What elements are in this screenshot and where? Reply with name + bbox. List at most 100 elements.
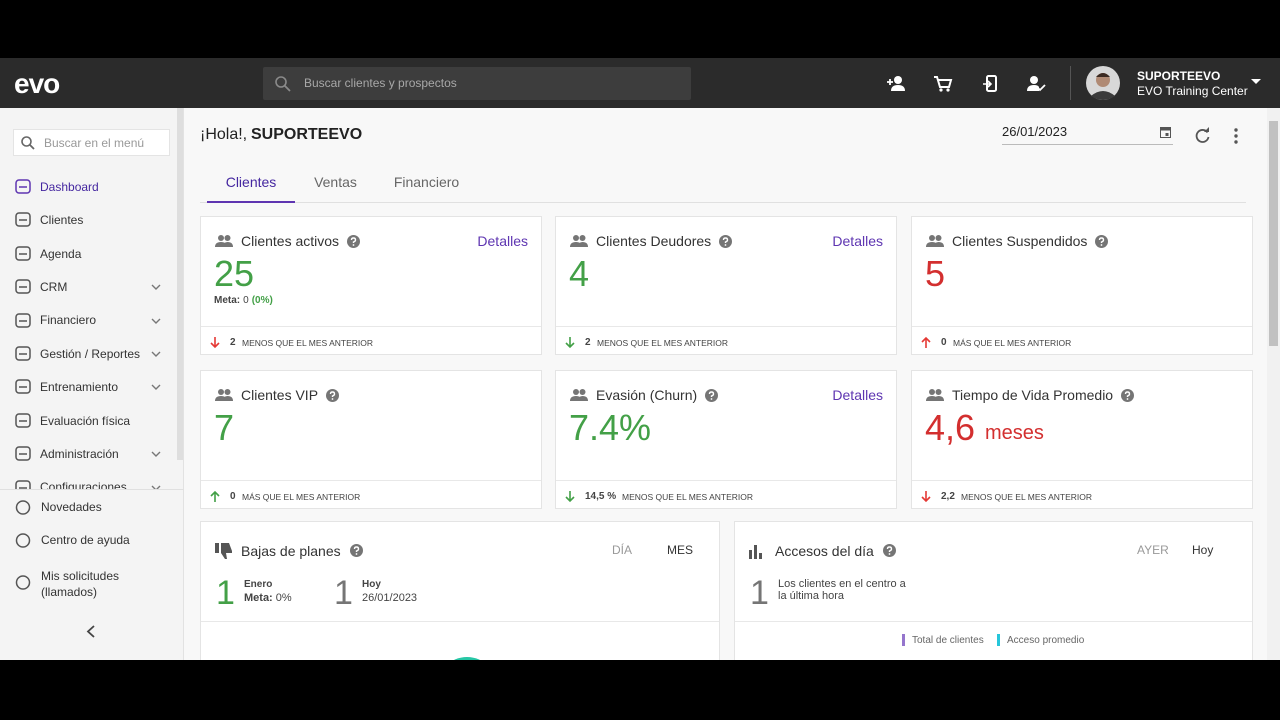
sidebar-divider <box>0 489 184 490</box>
trend-text: MENOS QUE EL MES ANTERIOR <box>242 337 373 348</box>
stat-value: 1 <box>334 573 353 612</box>
stat-label: Los clientes en el centro a la última ho… <box>778 578 906 603</box>
more-icon[interactable] <box>1233 128 1239 144</box>
refresh-icon[interactable] <box>1195 127 1210 143</box>
period-toggle[interactable]: Hoy <box>1192 542 1214 557</box>
footer-menu-label: Novedades <box>41 499 102 514</box>
legend-swatch <box>902 634 905 646</box>
global-search[interactable]: Buscar clientes y prospectos <box>263 67 691 100</box>
details-link[interactable]: Detalles <box>477 232 528 249</box>
menu-item[interactable]: Evaluación física <box>0 407 176 435</box>
people-icon <box>215 235 233 247</box>
footer-menu-item[interactable]: Novedades <box>0 493 176 521</box>
greeting: ¡Hola!, <box>200 126 248 144</box>
people-icon <box>215 389 233 401</box>
avatar[interactable] <box>1086 66 1120 100</box>
menu-label: Entrenamiento <box>40 380 119 395</box>
chart-arc <box>437 657 497 717</box>
panel-divider <box>735 621 1252 622</box>
collapse-sidebar[interactable] <box>86 625 95 638</box>
chevron-icon <box>151 351 161 357</box>
menu-icon <box>15 212 31 228</box>
panel: Bajas de planes DÍA MES 1 Enero Meta: 0% 1 Hoy 26… <box>200 521 720 671</box>
tab-label: Ventas <box>314 173 357 190</box>
card-footer-divider <box>201 326 541 327</box>
meta-value: 0 <box>243 295 249 306</box>
menu-item[interactable]: Agenda <box>0 240 176 268</box>
trend-text: MENOS QUE EL MES ANTERIOR <box>597 337 728 348</box>
menu-label: Administración <box>40 446 119 461</box>
help-icon <box>326 389 339 402</box>
card-value: 25 <box>214 253 255 295</box>
trend-arrow <box>210 490 220 502</box>
menu-item[interactable]: Dashboard <box>0 173 176 201</box>
menu-search-placeholder: Buscar en el menú <box>44 135 145 150</box>
period-toggle[interactable]: AYER <box>1137 542 1169 557</box>
user-check-icon[interactable] <box>1027 75 1046 92</box>
stat-value: 1 <box>750 573 769 612</box>
period-toggle[interactable]: DÍA <box>612 542 633 557</box>
details-link[interactable]: Detalles <box>832 232 883 249</box>
menu-label: Evaluación física <box>40 413 131 428</box>
menu-search[interactable]: Buscar en el menú <box>13 129 170 156</box>
calendar-icon <box>1160 127 1171 138</box>
tab[interactable]: Ventas <box>295 166 376 203</box>
menu-label: Agenda <box>40 246 82 261</box>
menu-icon <box>15 279 31 294</box>
date-field[interactable]: 26/01/2023 <box>1002 122 1173 145</box>
device-icon[interactable] <box>983 75 1001 92</box>
menu-item[interactable]: Financiero <box>0 307 176 335</box>
help-icon <box>705 389 718 402</box>
panel-title: Bajas de planes <box>241 542 341 559</box>
logo: evo <box>14 68 60 100</box>
legend-label: Acceso promedio <box>1007 635 1085 646</box>
bottom-bar <box>0 660 1280 720</box>
search-icon <box>275 76 291 92</box>
organization-name: EVO Training Center <box>1137 83 1248 98</box>
search-placeholder: Buscar clientes y prospectos <box>304 76 457 91</box>
tab[interactable]: Financiero <box>376 166 477 203</box>
trend-arrow <box>565 491 575 503</box>
trend-text: MÁS QUE EL MES ANTERIOR <box>242 491 361 502</box>
stat-card: Clientes Suspendidos 5 0 MÁS QUE EL MES ANT… <box>911 216 1253 355</box>
menu-item[interactable]: Clientes <box>0 206 176 234</box>
footer-menu-icon <box>15 533 31 548</box>
trend-amount: 0 <box>941 337 947 348</box>
menu-item[interactable]: CRM <box>0 273 176 301</box>
card-value-unit: meses <box>985 422 1044 444</box>
menu-label: Financiero <box>40 313 97 328</box>
stat-card: Clientes Deudores Detalles 4 2 MENOS QUE EL … <box>555 216 897 355</box>
footer-menu-item[interactable]: Centro de ayuda <box>0 526 176 554</box>
card-footer-divider <box>201 480 541 481</box>
menu-icon <box>15 312 31 328</box>
stat-card: Evasión (Churn) Detalles 7.4% 14,5 % MENOS Q… <box>555 370 897 509</box>
people-icon <box>926 389 944 401</box>
card-title: Clientes Suspendidos <box>952 232 1088 249</box>
menu-item[interactable]: Administración <box>0 440 176 468</box>
card-value: 7.4% <box>569 407 652 449</box>
cart-icon[interactable] <box>934 75 953 92</box>
help-icon <box>1121 389 1134 402</box>
menu-item[interactable]: Configuraciones <box>0 474 176 490</box>
card-value: 4 <box>569 253 590 295</box>
header-divider <box>1070 66 1071 100</box>
menu-label: Clientes <box>40 213 84 228</box>
user-menu-caret[interactable] <box>1251 79 1261 85</box>
user-name: SUPORTEEVO <box>1137 68 1221 83</box>
menu-item[interactable]: Gestión / Reportes <box>0 340 176 368</box>
period-toggle[interactable]: MES <box>667 542 694 557</box>
details-link[interactable]: Detalles <box>832 386 883 403</box>
meta-label: Meta: <box>214 295 241 306</box>
footer-menu-icon <box>15 500 31 515</box>
tab[interactable]: Clientes <box>207 166 295 203</box>
people-icon <box>926 235 944 247</box>
panel-icon <box>215 543 232 559</box>
footer-menu-item[interactable]: Mis solicitudes (llamados) <box>0 568 176 612</box>
chevron-icon <box>151 384 161 391</box>
trend-arrow <box>210 337 220 349</box>
menu-item[interactable]: Entrenamiento <box>0 373 176 401</box>
stat-card: Clientes VIP 7 0 MÁS QUE EL MES ANTERIOR <box>200 370 542 509</box>
trend-amount: 2 <box>585 337 591 348</box>
scrollbar-thumb[interactable] <box>1269 121 1278 346</box>
add-user-icon[interactable] <box>887 75 905 92</box>
